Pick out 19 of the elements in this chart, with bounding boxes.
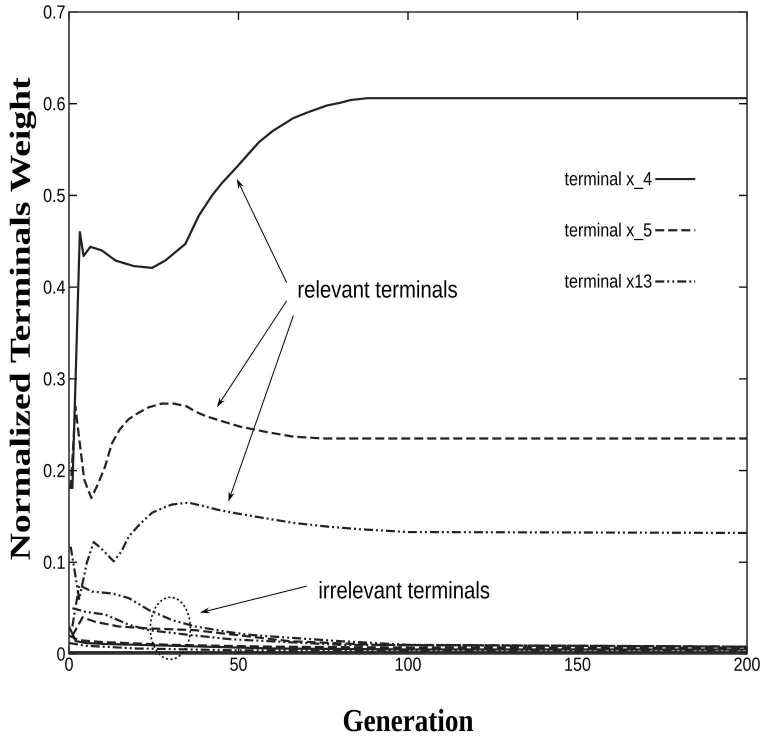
x-tick-label: 200 — [734, 658, 760, 671]
legend-label: terminal x_4 — [564, 171, 652, 189]
y-tick-label: 0.6 — [44, 97, 65, 110]
annotation: irrelevant terminals — [320, 581, 490, 599]
x-tick-label: 150 — [565, 658, 590, 671]
y-tick-label: 0.2 — [44, 464, 65, 478]
x-axis-title: Generation — [344, 708, 474, 732]
y-tick-label: 0.4 — [44, 280, 66, 294]
y-tick-label: 0.7 — [44, 5, 65, 19]
y-tick-label: 0.5 — [44, 188, 65, 202]
x-tick-label: 100 — [396, 658, 421, 671]
y-tick-label: 0.3 — [44, 372, 65, 386]
legend-label: terminal x_5 — [564, 222, 652, 240]
x-tick-label: 50 — [230, 658, 247, 671]
y-tick-label: 0 — [57, 647, 65, 661]
legend-label: terminal x13 — [564, 274, 652, 288]
y-axis-title: Normalized Terminals Weight — [10, 78, 36, 560]
annotation: relevant terminals — [298, 280, 457, 298]
y-tick-label: 0.1 — [44, 556, 65, 569]
